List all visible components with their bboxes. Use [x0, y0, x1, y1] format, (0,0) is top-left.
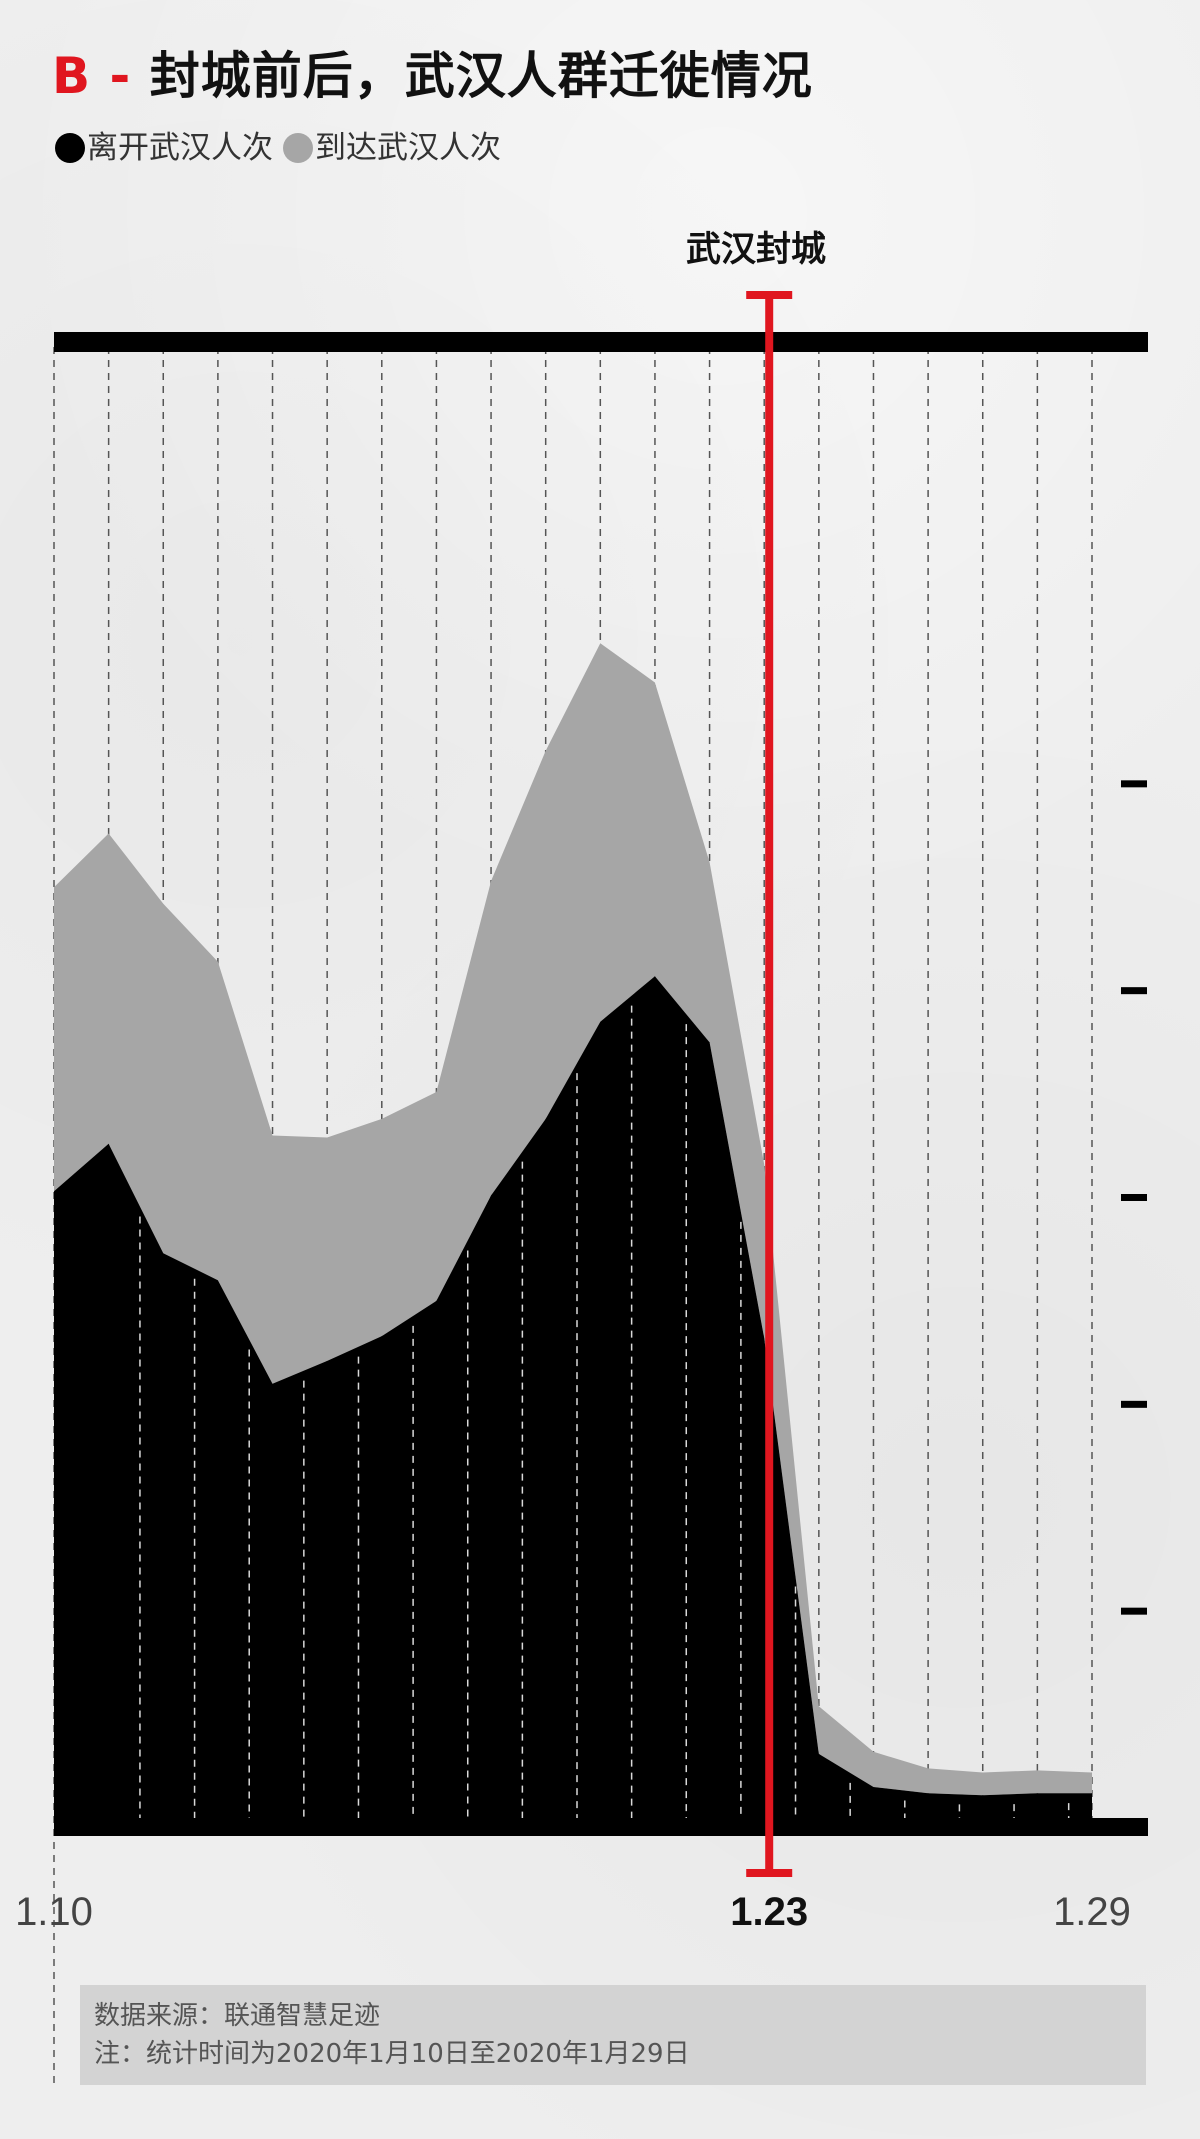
- legend-item-arrive: 到达武汉人次: [283, 128, 501, 168]
- area-layer: [54, 643, 1092, 1818]
- lockdown-cap-bottom: [746, 1869, 793, 1877]
- y-tick-mark: [1121, 780, 1147, 788]
- lockdown-label: 武汉封城: [686, 230, 827, 270]
- legend-label-arrive: 到达武汉人次: [315, 130, 501, 166]
- title-prefix: B -: [52, 47, 132, 105]
- baseline-bar: [54, 1818, 1148, 1836]
- chart-frame: [54, 332, 1148, 1836]
- y-tick-marks: [1121, 780, 1147, 1615]
- x-tick-label: 1.29: [1053, 1890, 1131, 1934]
- overlay-grid-lines: [139, 1005, 1070, 1818]
- chart-title: B - 封城前后，武汉人群迁徙情况: [52, 46, 813, 106]
- lockdown-cap-top: [746, 291, 793, 299]
- legend-label-leave: 离开武汉人次: [87, 130, 273, 166]
- x-tick-label: 1.23: [730, 1890, 808, 1934]
- area-leave: [54, 976, 1092, 1818]
- footnote: 数据来源：联通智慧足迹 注：统计时间为2020年1月10日至2020年1月29日: [80, 1985, 1146, 2085]
- y-tick-mark: [1121, 1194, 1147, 1201]
- legend-swatch-leave: [55, 133, 85, 163]
- footnote-source: 数据来源：联通智慧足迹: [94, 2001, 381, 2031]
- legend: 离开武汉人次 到达武汉人次: [55, 128, 511, 168]
- y-tick-mark: [1121, 1607, 1147, 1615]
- legend-swatch-arrive: [283, 133, 313, 163]
- footnote-note: 注：统计时间为2020年1月10日至2020年1月29日: [94, 2039, 690, 2069]
- area-arrive: [54, 643, 1092, 1796]
- legend-item-leave: 离开武汉人次: [55, 128, 273, 168]
- y-tick-mark: [1121, 1400, 1147, 1408]
- title-text: 封城前后，武汉人群迁徙情况: [131, 47, 813, 105]
- x-tick-labels: 1.10 1.23 1.29: [15, 1890, 1131, 1934]
- top-bar: [54, 332, 1148, 352]
- x-tick-label: 1.10: [15, 1890, 93, 1934]
- lockdown-marker: [746, 291, 793, 1877]
- y-tick-mark: [1121, 987, 1147, 995]
